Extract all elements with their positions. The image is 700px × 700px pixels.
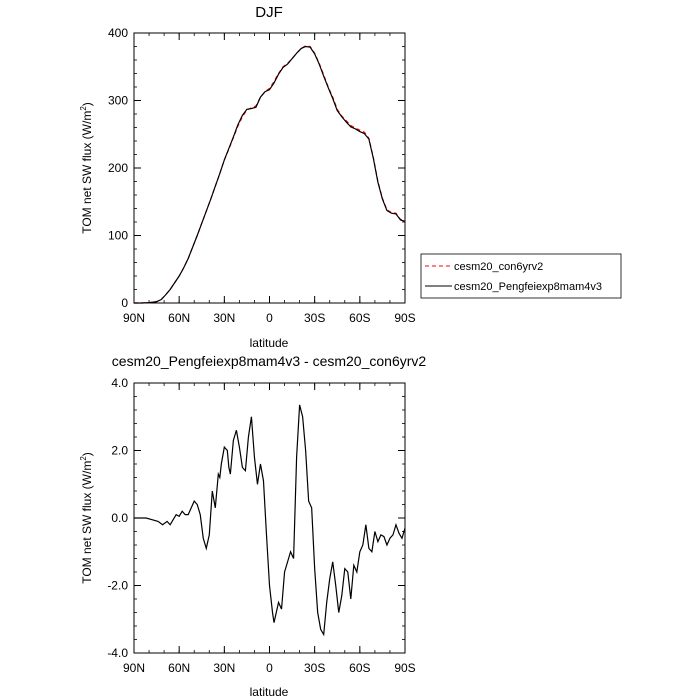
top-chart-title: DJF: [255, 4, 283, 21]
bottom-chart-y-axis-label: TOM net SW flux (W/m2): [79, 452, 94, 584]
bottom-chart-y-tick-label: 4.0: [111, 376, 128, 390]
legend-entry-series-2: cesm20_Pengfeiexp8mam4v3: [454, 281, 602, 293]
top-chart-x-axis-label: latitude: [250, 336, 289, 350]
bottom-chart-series-line-1: [134, 404, 406, 637]
bottom-chart-y-tick-label: 2.0: [111, 444, 128, 458]
bottom-chart-y-axis-label-end: ): [80, 452, 94, 456]
top-chart: DJF 90N 60N 30N 0 30S 60S 90S 0 100 200 300 400 lat…: [79, 4, 622, 350]
bottom-chart-x-tick-label: 60S: [349, 661, 370, 675]
bottom-chart-y-tick-label: 0.0: [111, 511, 128, 525]
top-chart-plot-area: 90N 60N 30N 0 30S 60S 90S 0 100 200 300 400: [108, 26, 416, 325]
top-chart-series-line-2: [134, 45, 406, 304]
top-chart-frame: [133, 32, 406, 304]
top-chart-x-tick-label: 60N: [168, 311, 190, 325]
top-chart-y-axis-label-sup: 2: [79, 106, 88, 111]
bottom-chart-x-tick-label: 30N: [213, 661, 235, 675]
top-chart-y-tick-label: 200: [108, 161, 128, 175]
bottom-chart: cesm20_Pengfeiexp8mam4v3 - cesm20_con6yr…: [79, 353, 426, 699]
top-chart-y-tick-label: 300: [108, 94, 128, 108]
top-chart-y-axis-label: TOM net SW flux (W/m2): [79, 102, 94, 234]
top-chart-series-line-1: [134, 45, 406, 304]
top-chart-x-tick-label: 0: [266, 311, 273, 325]
top-chart-y-axis-label-text: TOM net SW flux (W/m: [80, 111, 94, 234]
bottom-chart-y-tick-label: -4.0: [107, 646, 128, 660]
bottom-chart-title: cesm20_Pengfeiexp8mam4v3 - cesm20_con6yr…: [112, 353, 427, 369]
bottom-chart-y-axis-label-sup: 2: [79, 456, 88, 461]
legend-entry-series-1: cesm20_con6yrv2: [454, 261, 543, 273]
top-chart-x-tick-label: 30S: [304, 311, 325, 325]
top-chart-x-tick-label: 60S: [349, 311, 370, 325]
top-chart-x-tick-label: 30N: [213, 311, 235, 325]
bottom-chart-x-tick-label: 0: [266, 661, 273, 675]
top-chart-x-tick-label: 90S: [394, 311, 415, 325]
bottom-chart-x-tick-label: 60N: [168, 661, 190, 675]
bottom-chart-x-tick-label: 90N: [123, 661, 145, 675]
bottom-chart-x-tick-label: 30S: [304, 661, 325, 675]
legend: cesm20_con6yrv2 cesm20_Pengfeiexp8mam4v3: [420, 253, 622, 299]
bottom-chart-x-tick-label: 90S: [394, 661, 415, 675]
bottom-chart-y-tick-label: -2.0: [107, 579, 128, 593]
bottom-chart-y-axis-label-text: TOM net SW flux (W/m: [80, 461, 94, 584]
bottom-chart-plot-area: 90N 60N 30N 0 30S 60S 90S -4.0 -2.0 0.0 2.0 4.0: [107, 376, 415, 675]
top-chart-y-tick-label: 400: [108, 26, 128, 40]
top-chart-x-tick-label: 90N: [123, 311, 145, 325]
top-chart-y-tick-label: 100: [108, 229, 128, 243]
top-chart-y-tick-label: 0: [121, 296, 128, 310]
bottom-chart-x-axis-label: latitude: [250, 685, 289, 699]
legend-box: [420, 253, 622, 299]
top-chart-y-axis-label-end: ): [80, 102, 94, 106]
